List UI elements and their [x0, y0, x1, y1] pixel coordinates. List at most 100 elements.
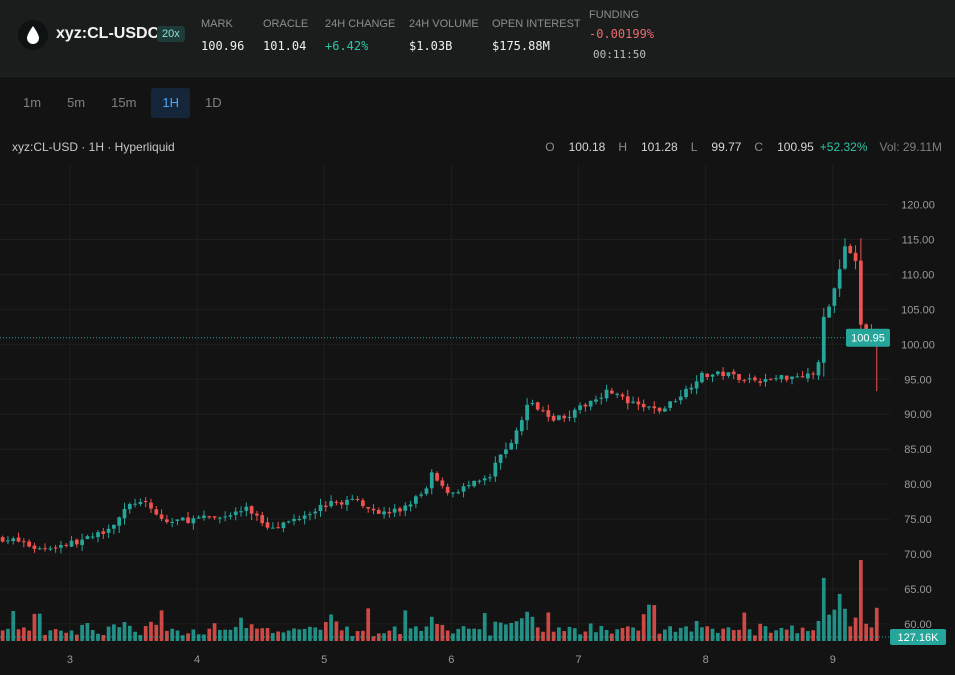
volume-bar: [318, 629, 323, 641]
volume-bar: [323, 621, 328, 641]
volume-bar: [16, 629, 21, 641]
candle-body: [191, 518, 196, 524]
volume-bar: [599, 625, 604, 641]
stat-label: MARK: [201, 18, 233, 30]
candle-body: [32, 545, 37, 549]
timeframe-1h[interactable]: 1H: [151, 88, 191, 118]
volume-bar: [768, 632, 773, 641]
volume-bar: [212, 623, 217, 641]
candle-body: [302, 515, 307, 519]
timeframe-5m[interactable]: 5m: [67, 95, 86, 110]
candle-body: [715, 371, 720, 375]
volume-bar: [392, 626, 397, 641]
candle-body: [647, 406, 651, 408]
candle-body: [445, 486, 450, 493]
candle-body: [276, 527, 280, 529]
volume-bar: [800, 627, 805, 641]
last-price-label-bg: [846, 328, 890, 347]
candle-body: [710, 374, 715, 377]
candle-body: [625, 396, 630, 404]
droplet-icon: [27, 26, 39, 44]
candle-body: [239, 511, 243, 513]
volume-bar: [334, 621, 339, 641]
y-axis-tick-label: 70.00: [904, 549, 932, 561]
volume-bar: [668, 626, 673, 641]
candle-body: [244, 506, 249, 511]
volume-bar: [143, 626, 148, 641]
candle-body: [334, 501, 339, 503]
volume-bar: [753, 635, 757, 641]
candle-body: [16, 537, 21, 542]
candle-body: [255, 513, 259, 516]
volume-bar: [594, 632, 598, 641]
candle-body: [832, 288, 837, 306]
candle-body: [530, 402, 535, 404]
volume-bar: [228, 629, 233, 641]
candle-body: [260, 515, 265, 524]
candle-body: [562, 415, 567, 419]
candle-body: [69, 540, 74, 547]
candle-body: [165, 519, 169, 523]
volume-bar: [408, 628, 413, 641]
chart-symbol-legend: xyz:CL-USD · 1H · Hyperliquid: [12, 140, 175, 154]
timeframe-15m[interactable]: 15m: [111, 95, 137, 110]
candle-body: [551, 415, 556, 421]
close-key: C: [754, 140, 764, 154]
timeframe-1m[interactable]: 1m: [23, 95, 42, 110]
volume-bar: [795, 633, 800, 641]
volume-bar: [631, 627, 635, 641]
timeframe-1d[interactable]: 1D: [205, 95, 222, 110]
candle-body: [419, 494, 424, 496]
volume-bar: [525, 611, 529, 641]
candle-body: [519, 420, 524, 432]
close-value: 100.95: [777, 140, 814, 154]
volume-bar: [435, 623, 439, 641]
last-volume-label: 127.16K: [898, 632, 940, 644]
volume-bar: [816, 620, 821, 641]
candle-body: [43, 548, 47, 550]
market-logo: [18, 20, 48, 50]
volume-bar: [270, 632, 275, 641]
candle-body: [477, 480, 482, 482]
stat-label: ORACLE: [263, 18, 309, 30]
volume-bar: [721, 628, 725, 641]
candle-body: [784, 375, 789, 380]
pair-name[interactable]: xyz:CL-USDC: [56, 25, 160, 42]
candle-body: [848, 245, 853, 254]
stat-label: FUNDING: [589, 9, 640, 21]
volume-bar: [233, 626, 238, 641]
candle-body: [493, 462, 498, 477]
high-key: H: [618, 140, 627, 154]
volume-bar: [122, 622, 127, 641]
candle-body: [737, 374, 741, 380]
volume-bar: [615, 629, 620, 641]
y-axis-tick-label: 90.00: [904, 409, 932, 421]
candle-body: [127, 504, 132, 510]
candle-body: [816, 362, 821, 376]
candle-body: [74, 539, 79, 545]
volume-bar: [731, 630, 736, 641]
last-volume-label-bg: [890, 629, 946, 645]
volume-bar: [583, 631, 588, 641]
volume-bar: [610, 633, 614, 641]
high-value: 101.28: [641, 140, 678, 154]
candle-body: [599, 397, 604, 399]
candle-body: [117, 517, 122, 526]
volume-bar: [779, 627, 784, 641]
candle-body: [567, 416, 572, 418]
ohlc-legend: O 100.18 H 101.28 L 99.77 C 100.95 +52.32% V…: [532, 140, 942, 154]
candle-body: [308, 514, 312, 516]
volume-bar: [0, 630, 5, 641]
candle-body: [853, 252, 858, 262]
y-axis-tick-label: 110.00: [902, 269, 935, 281]
volume-bar: [827, 614, 831, 641]
volume-bar: [74, 634, 79, 641]
candle-body: [488, 477, 492, 479]
volume-bar: [59, 630, 63, 641]
funding-rate: -0.00199%: [589, 27, 655, 41]
price-chart[interactable]: 100.95 127.16K 120.00 115.00 110.00 105.00 100…: [0, 165, 955, 675]
candle-body: [175, 519, 180, 521]
volume-bar: [588, 623, 593, 641]
volume-bar: [414, 626, 418, 641]
candle-body: [223, 516, 228, 518]
